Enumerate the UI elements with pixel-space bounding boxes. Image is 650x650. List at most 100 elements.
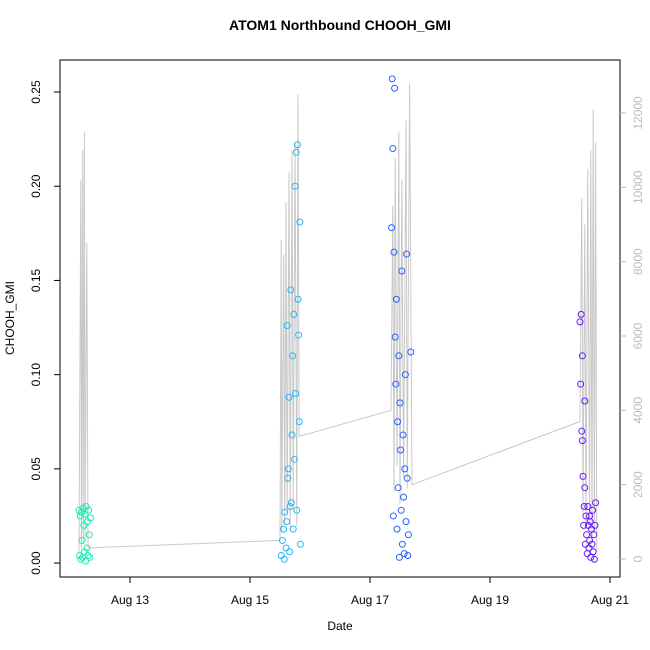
y-tick-label: 0.20	[29, 174, 43, 198]
data-point	[82, 557, 90, 565]
data-point	[576, 318, 584, 326]
data-point	[404, 552, 412, 560]
data-point	[283, 322, 291, 330]
data-point	[295, 331, 303, 339]
data-point	[586, 512, 594, 520]
data-point	[591, 521, 599, 529]
data-point	[577, 380, 585, 388]
data-point	[80, 521, 88, 529]
data-point	[587, 525, 595, 533]
y2-tick-label: 0	[631, 555, 645, 562]
data-point	[280, 525, 288, 533]
data-point	[587, 553, 595, 561]
y2-tick-label: 2000	[631, 471, 645, 498]
data-point	[404, 531, 412, 539]
data-point	[388, 224, 396, 232]
data-point	[398, 267, 406, 275]
data-point	[290, 455, 298, 463]
y-tick-label: 0.25	[29, 80, 43, 104]
data-point	[398, 540, 406, 548]
data-point	[85, 531, 93, 539]
data-point	[293, 141, 301, 149]
data-point	[295, 418, 303, 426]
data-point	[85, 506, 93, 514]
data-point	[289, 352, 297, 360]
data-point	[407, 348, 415, 356]
y-tick-label: 0.15	[29, 268, 43, 292]
y2-tick-label: 10000	[631, 170, 645, 204]
data-point	[81, 510, 89, 518]
data-point	[590, 555, 598, 563]
data-point	[284, 474, 292, 482]
data-point	[292, 389, 300, 397]
data-point	[287, 286, 295, 294]
y2-tick-label: 6000	[631, 322, 645, 349]
y2-tick-label: 4000	[631, 397, 645, 424]
data-point	[392, 380, 400, 388]
data-point	[288, 431, 296, 439]
data-point	[284, 465, 292, 473]
data-point	[296, 218, 304, 226]
data-point	[390, 248, 398, 256]
x-tick-label: Aug 19	[471, 593, 509, 607]
data-point	[578, 352, 586, 360]
y-tick-label: 0.00	[29, 551, 43, 575]
data-point	[393, 525, 401, 533]
x-tick-label: Aug 13	[111, 593, 149, 607]
plot-frame	[59, 59, 621, 578]
data-point	[287, 499, 295, 507]
data-point	[280, 555, 288, 563]
data-point	[392, 295, 400, 303]
data-point	[296, 540, 304, 548]
data-point	[580, 503, 588, 511]
data-point	[590, 531, 598, 539]
data-point	[77, 555, 85, 563]
data-point	[397, 506, 405, 514]
data-point	[579, 472, 587, 480]
data-point	[584, 503, 592, 511]
data-point	[577, 310, 585, 318]
data-point	[395, 553, 403, 561]
data-point	[76, 512, 84, 520]
data-point	[286, 548, 294, 556]
x-axis-title: Date	[327, 619, 353, 633]
x-tick-label: Aug 17	[351, 593, 389, 607]
data-point	[292, 148, 300, 156]
data-point	[278, 536, 286, 544]
data-point	[578, 437, 586, 445]
data-point	[282, 544, 290, 552]
data-point	[399, 431, 407, 439]
data-point	[592, 499, 600, 507]
x-tick-label: Aug 15	[231, 593, 269, 607]
data-point	[286, 503, 294, 511]
data-point	[391, 84, 399, 92]
data-point	[401, 371, 409, 379]
data-point	[400, 493, 408, 501]
x-tick-label: Aug 21	[591, 593, 629, 607]
data-point	[403, 250, 411, 258]
data-point	[86, 514, 94, 522]
data-point	[388, 75, 396, 83]
data-point	[294, 295, 302, 303]
data-point	[397, 446, 405, 454]
chart-title: ATOM1 Northbound CHOOH_GMI	[229, 17, 451, 33]
data-point	[82, 503, 90, 511]
data-point	[281, 508, 289, 516]
data-point	[290, 310, 298, 318]
data-point	[582, 512, 590, 520]
data-point	[588, 540, 596, 548]
data-point	[394, 418, 402, 426]
data-point	[77, 508, 85, 516]
data-point	[586, 536, 594, 544]
data-point	[394, 484, 402, 492]
data-point	[583, 531, 591, 539]
data-point	[581, 397, 589, 405]
data-point	[581, 540, 589, 548]
data-point	[83, 544, 91, 552]
y2-tick-label: 12000	[631, 96, 645, 130]
data-point	[86, 553, 94, 561]
data-point	[581, 484, 589, 492]
data-point	[589, 506, 597, 514]
